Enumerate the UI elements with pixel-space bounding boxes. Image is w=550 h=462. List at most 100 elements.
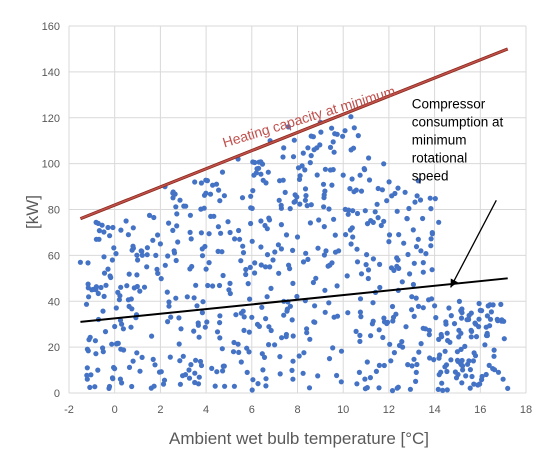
data-point bbox=[195, 322, 201, 328]
data-point bbox=[280, 154, 286, 160]
data-point bbox=[369, 321, 375, 327]
data-point bbox=[270, 257, 276, 263]
data-point bbox=[443, 319, 449, 325]
data-point bbox=[77, 259, 83, 265]
data-point bbox=[85, 260, 91, 266]
data-point bbox=[438, 331, 444, 338]
data-point bbox=[281, 145, 287, 151]
data-point bbox=[399, 279, 405, 285]
data-point bbox=[170, 189, 176, 195]
data-point bbox=[203, 266, 209, 272]
data-point bbox=[290, 333, 296, 339]
data-point bbox=[315, 245, 321, 251]
data-point bbox=[93, 284, 99, 290]
data-point bbox=[259, 351, 265, 357]
data-point bbox=[448, 357, 454, 363]
data-point bbox=[144, 264, 150, 270]
data-point bbox=[334, 283, 340, 289]
data-point bbox=[256, 159, 262, 165]
data-point bbox=[83, 301, 90, 307]
x-tick-label: 4 bbox=[203, 404, 209, 416]
data-point bbox=[396, 342, 403, 349]
compressor-arrow-head bbox=[450, 278, 458, 288]
data-point bbox=[389, 388, 396, 394]
data-point bbox=[227, 290, 233, 297]
data-point bbox=[258, 218, 264, 224]
data-point bbox=[263, 383, 269, 389]
data-point bbox=[246, 329, 252, 335]
data-point bbox=[144, 245, 150, 251]
data-point bbox=[404, 215, 410, 222]
data-point bbox=[170, 227, 176, 233]
data-point bbox=[254, 166, 260, 172]
data-point bbox=[96, 228, 102, 234]
data-point bbox=[338, 379, 344, 385]
data-point bbox=[167, 354, 173, 360]
data-point bbox=[166, 299, 172, 305]
data-point bbox=[101, 293, 107, 299]
data-point bbox=[440, 387, 446, 393]
data-point bbox=[247, 264, 253, 270]
data-point bbox=[188, 362, 194, 368]
data-point bbox=[391, 350, 397, 356]
data-point bbox=[197, 358, 204, 365]
data-point bbox=[413, 369, 419, 375]
data-point bbox=[203, 177, 209, 183]
data-point bbox=[358, 188, 365, 194]
data-point bbox=[420, 260, 426, 266]
data-point bbox=[366, 177, 373, 183]
data-point bbox=[150, 237, 156, 243]
data-point bbox=[252, 260, 258, 266]
data-point bbox=[459, 380, 465, 386]
data-point bbox=[95, 290, 101, 297]
data-point bbox=[177, 197, 183, 203]
compressor-arrow-shaft bbox=[450, 200, 497, 288]
data-point bbox=[340, 133, 346, 139]
data-point bbox=[249, 314, 255, 320]
data-point bbox=[198, 180, 204, 186]
data-point bbox=[458, 346, 464, 352]
data-point bbox=[476, 300, 482, 307]
data-point bbox=[217, 198, 223, 204]
data-point bbox=[180, 373, 186, 379]
data-point bbox=[207, 191, 214, 197]
data-point bbox=[454, 349, 460, 355]
data-point bbox=[187, 229, 193, 235]
data-point bbox=[330, 345, 336, 351]
data-point bbox=[407, 271, 413, 277]
data-point bbox=[130, 358, 136, 364]
data-point bbox=[334, 372, 340, 379]
data-point bbox=[290, 154, 297, 160]
data-point bbox=[227, 229, 233, 236]
data-point bbox=[84, 376, 90, 382]
data-point bbox=[93, 219, 99, 225]
data-point bbox=[291, 137, 297, 143]
data-point bbox=[338, 348, 345, 354]
data-point bbox=[345, 211, 351, 217]
data-point bbox=[310, 279, 316, 286]
data-point bbox=[243, 266, 249, 273]
data-point bbox=[330, 139, 336, 145]
data-point bbox=[420, 215, 426, 222]
data-point bbox=[373, 368, 379, 374]
data-point bbox=[279, 335, 285, 341]
data-point bbox=[112, 366, 118, 372]
data-point bbox=[345, 310, 351, 316]
data-point bbox=[240, 243, 246, 249]
data-point bbox=[160, 381, 167, 387]
data-point bbox=[332, 249, 339, 255]
data-point bbox=[316, 217, 322, 223]
data-point bbox=[275, 242, 281, 248]
data-point bbox=[381, 315, 387, 321]
data-point bbox=[381, 161, 387, 167]
data-point bbox=[468, 334, 474, 340]
data-point bbox=[268, 327, 274, 334]
data-point bbox=[235, 341, 241, 347]
data-point bbox=[384, 198, 390, 204]
data-point bbox=[471, 381, 477, 387]
data-point bbox=[368, 333, 374, 339]
annotations: Heating capacity at minimum Compressor con… bbox=[221, 83, 504, 288]
data-point bbox=[321, 204, 327, 210]
data-point bbox=[134, 272, 140, 278]
data-point bbox=[177, 358, 183, 364]
